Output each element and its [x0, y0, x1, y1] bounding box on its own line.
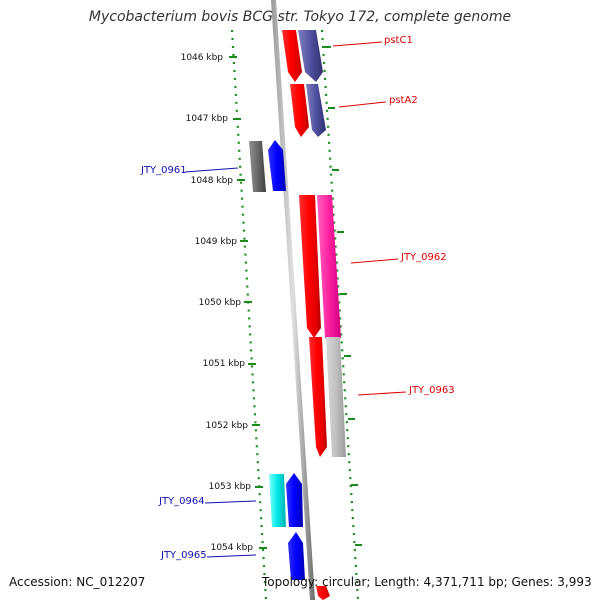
ruler-label: 1054 kbp	[210, 543, 253, 553]
gene-JTY_0963-partner-block[interactable]	[326, 337, 346, 457]
gene-label-JTY_0963[interactable]: JTY_0963	[409, 385, 455, 396]
ruler-dotted-edge-left	[230, 29, 268, 600]
gene-JTY_0963-block[interactable]	[309, 337, 327, 457]
ruler-label: 1052 kbp	[205, 421, 248, 431]
gene-label-JTY_0964[interactable]: JTY_0964	[159, 496, 205, 507]
gene-pstA2-partner-block[interactable]	[306, 84, 326, 137]
gene-pstC1-partner-block[interactable]	[298, 30, 323, 82]
ruler-label: 1053 kbp	[208, 482, 251, 492]
topology-text: Topology: circular; Length: 4,371,711 bp…	[262, 575, 592, 589]
gene-JTY_0962-partner-block[interactable]	[317, 195, 341, 338]
gene-JTY_0965-block[interactable]	[288, 532, 305, 580]
gene-label-pstC1[interactable]: pstC1	[384, 35, 413, 46]
gene-JTY_0964-cyan-block[interactable]	[269, 474, 286, 527]
ruler-label: 1050 kbp	[198, 298, 241, 308]
ruler-label: 1046 kbp	[180, 53, 223, 63]
gene-pstC1-block[interactable]	[282, 30, 302, 82]
gene-JTY_0964-block[interactable]	[286, 473, 303, 527]
gene-JTY_0961-grey-block[interactable]	[249, 141, 266, 192]
ruler-ticks	[229, 46, 362, 549]
gene-label-JTY_0965[interactable]: JTY_0965	[161, 550, 207, 561]
leader-line-pstA2	[338, 101, 387, 108]
genome-title: Mycobacterium bovis BCG str. Tokyo 172, …	[88, 9, 512, 25]
gene-tail-block[interactable]	[316, 586, 330, 600]
leader-line-JTY_0962	[350, 258, 399, 264]
gene-label-JTY_0962[interactable]: JTY_0962	[401, 252, 447, 263]
gene-JTY_0962-block[interactable]	[299, 195, 321, 338]
gene-JTY_0961-block[interactable]	[268, 140, 286, 191]
leader-line-JTY_0964	[204, 500, 257, 504]
leader-line-pstC1	[332, 41, 383, 47]
ruler-label: 1049 kbp	[194, 237, 237, 247]
ruler-label: 1047 kbp	[185, 114, 228, 124]
leader-line-JTY_0961	[184, 167, 239, 173]
ruler-label: 1051 kbp	[202, 359, 245, 369]
gene-label-pstA2[interactable]: pstA2	[389, 95, 418, 106]
gene-pstA2-block[interactable]	[290, 84, 309, 137]
accession-text: Accession: NC_012207	[9, 575, 146, 589]
leader-line-JTY_0963	[357, 391, 407, 396]
leader-line-JTY_0965	[206, 554, 257, 558]
gene-label-JTY_0961[interactable]: JTY_0961	[141, 165, 187, 176]
ruler-label: 1048 kbp	[190, 176, 233, 186]
